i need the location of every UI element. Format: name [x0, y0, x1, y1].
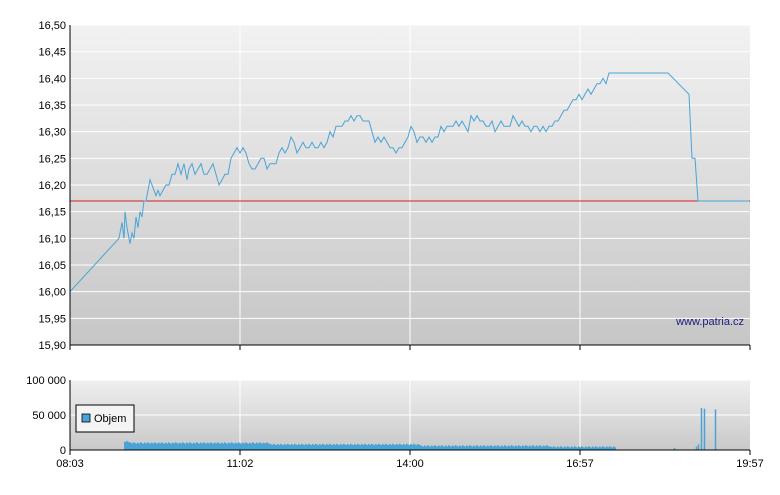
price-y-tick-label: 16,00: [38, 287, 66, 299]
price-y-tick-label: 15,95: [38, 313, 66, 325]
volume-panel: 100 000 50 000 0 Objem: [26, 375, 750, 457]
price-y-tick-label: 16,15: [38, 207, 66, 219]
x-axis: 08:03 11:02 14:00 16:57 19:57: [56, 450, 764, 470]
watermark-text: www.patria.cz: [675, 316, 744, 328]
price-y-tick-label: 15,90: [38, 340, 66, 352]
price-y-tick-label: 16,25: [38, 153, 66, 165]
price-y-tick-label: 16,40: [38, 73, 66, 85]
price-y-tick-label: 16,05: [38, 260, 66, 272]
x-tick-label: 11:02: [227, 458, 254, 470]
x-tick-label: 19:57: [736, 458, 764, 470]
price-y-tick-label: 16,20: [38, 180, 66, 192]
volume-legend: Objem: [75, 404, 135, 433]
x-tick-label: 08:03: [56, 458, 84, 470]
price-series-line: [69, 72, 749, 293]
legend-swatch: [81, 413, 91, 423]
price-panel: 16,50 16,45 16,40 16,35 16,30 16,25 16,20 16,15…: [38, 20, 751, 352]
price-y-tick-label: 16,45: [38, 47, 66, 59]
volume-y-tick-label: 0: [60, 445, 66, 457]
x-tick-label: 16:57: [566, 458, 594, 470]
volume-y-tick-label: 50 000: [32, 410, 66, 422]
price-y-tick-label: 16,10: [38, 233, 66, 245]
price-y-tick-label: 16,30: [38, 127, 66, 139]
volume-y-tick-label: 100 000: [26, 375, 66, 387]
legend-label: Objem: [94, 413, 126, 425]
price-y-tick-label: 16,35: [38, 100, 66, 112]
x-tick-label: 14:00: [396, 458, 424, 470]
price-y-tick-label: 16,50: [38, 20, 66, 32]
